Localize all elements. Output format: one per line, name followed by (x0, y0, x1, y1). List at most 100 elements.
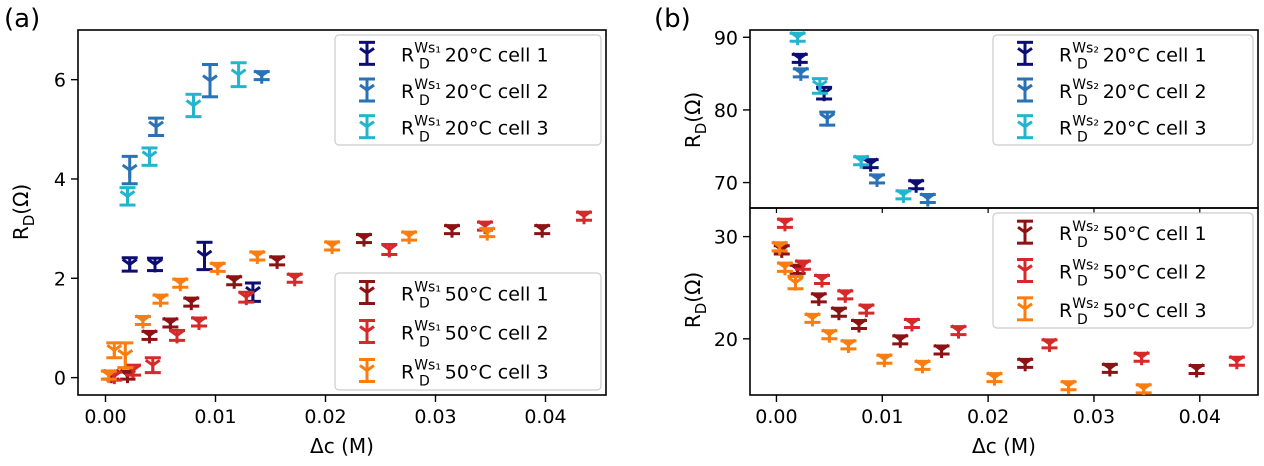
data-point (121, 154, 138, 186)
x-tick-label: 0.04 (524, 406, 566, 428)
data-point (479, 226, 496, 241)
y-axis-label: RD(Ω) (681, 272, 710, 328)
data-point (914, 359, 931, 374)
legend: RWs₁ D 20°C cell 1 RWs₁ D 20°C cell 2 RWs₁ D … (334, 34, 602, 146)
panel-a-label: (a) (4, 4, 40, 34)
data-point (238, 290, 255, 306)
data-point (444, 223, 460, 238)
data-point (144, 356, 161, 375)
data-point (141, 329, 158, 344)
data-point (819, 110, 836, 127)
data-point (324, 239, 341, 255)
legend-marker (1017, 40, 1033, 66)
data-point (185, 92, 202, 119)
data-point (933, 343, 950, 359)
data-point (356, 232, 372, 247)
legend-entry: RWs₁ D 50°C cell 1 (401, 280, 549, 312)
legend: RWs₁ D 50°C cell 1 RWs₁ D 50°C cell 2 RWs₁ D … (334, 272, 602, 391)
series-6 (100, 226, 496, 384)
legend-entry: RWs₂ D 20°C cell 2 (1059, 77, 1207, 109)
legend-marker (359, 77, 375, 103)
data-point (100, 368, 117, 384)
data-point (903, 317, 920, 332)
x-tick-label: 0.03 (1073, 406, 1115, 428)
legend-marker (359, 40, 375, 66)
legend-marker (1017, 114, 1033, 140)
data-point (830, 306, 847, 321)
legend-marker (359, 358, 375, 383)
data-point (226, 274, 243, 289)
legend-marker (1017, 219, 1033, 245)
data-point (821, 328, 838, 343)
y-tick-label: 20 (714, 329, 738, 351)
data-point (787, 274, 804, 291)
series-2 (776, 217, 1245, 370)
data-point (196, 240, 213, 272)
legend: RWs₂ D 50°C cell 1 RWs₂ D 50°C cell 2 RWs₂ D … (992, 212, 1254, 329)
data-point (840, 338, 857, 353)
data-point (534, 223, 551, 238)
data-point (804, 312, 821, 327)
legend-entry: RWs₁ D 50°C cell 3 (401, 358, 549, 390)
data-point (1135, 382, 1152, 395)
data-point (286, 272, 303, 287)
x-tick-label: 0.01 (194, 406, 236, 428)
data-point (858, 302, 875, 318)
x-tick-label: 0.03 (414, 406, 456, 428)
y-axis-label: RD(Ω) (9, 184, 38, 240)
data-point (576, 210, 592, 225)
data-point (183, 295, 200, 311)
series-2 (121, 63, 270, 186)
data-point (141, 146, 158, 167)
data-point (789, 31, 806, 46)
data-layer (789, 31, 936, 207)
legend-entry: RWs₁ D 20°C cell 2 (401, 77, 549, 109)
data-point (381, 243, 398, 258)
data-point (811, 77, 828, 95)
x-tick-label: 0.02 (304, 406, 346, 428)
legend-entry: RWs₂ D 50°C cell 3 (1059, 296, 1207, 328)
data-point (853, 154, 870, 169)
data-point (191, 315, 207, 330)
x-tick-label: 0.00 (755, 406, 797, 428)
data-point (401, 229, 418, 245)
data-point (851, 318, 868, 333)
legend-entry: RWs₂ D 50°C cell 1 (1059, 219, 1207, 251)
y-tick-label: 6 (54, 70, 66, 92)
data-point (230, 61, 247, 89)
data-point (1188, 363, 1205, 378)
legend-entry: RWs₂ D 20°C cell 3 (1059, 114, 1207, 146)
data-point (792, 66, 809, 81)
data-point (269, 254, 286, 269)
data-point (892, 333, 909, 348)
y-tick-label: 80 (714, 100, 738, 122)
data-point (908, 178, 925, 193)
data-point (1060, 379, 1077, 394)
data-point (986, 371, 1003, 386)
x-tick-label: 0.04 (1179, 406, 1221, 428)
data-point (869, 172, 885, 187)
y-tick-label: 2 (54, 268, 66, 290)
x-axis-label: Δc (M) (310, 434, 374, 458)
y-tick-label: 30 (714, 227, 738, 249)
data-point (771, 240, 788, 255)
series-1 (791, 52, 925, 193)
data-point (477, 219, 493, 235)
legend-marker (1017, 296, 1033, 322)
series-3 (119, 61, 247, 207)
data-point (202, 63, 218, 99)
data-point (172, 277, 189, 292)
data-point (919, 192, 936, 207)
legend-marker (359, 114, 375, 140)
data-point (106, 341, 123, 360)
data-point (776, 261, 793, 276)
data-point (1228, 355, 1245, 370)
legend-marker (359, 280, 375, 305)
data-point (147, 256, 163, 273)
y-tick-label: 90 (714, 27, 738, 49)
data-point (1017, 357, 1034, 372)
data-layer (771, 217, 1245, 395)
legend-entry: RWs₁ D 50°C cell 2 (401, 319, 549, 351)
